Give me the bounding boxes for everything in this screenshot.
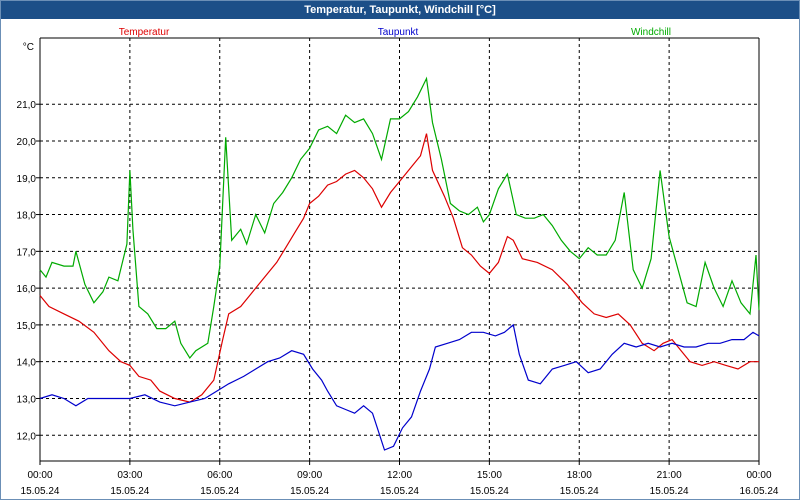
x-tick-time: 06:00 xyxy=(207,470,232,481)
y-tick-label: 21,0 xyxy=(17,100,37,111)
x-tick-time: 09:00 xyxy=(297,470,322,481)
x-tick-time: 00:00 xyxy=(27,470,52,481)
x-tick-time: 21:00 xyxy=(657,470,682,481)
y-tick-label: 15,0 xyxy=(17,321,37,332)
x-tick-date: 15.05.24 xyxy=(560,486,599,497)
axes-layer: 21,0 20,0 19,0 18,0 17,0 16,0 15,0 14,0 13,0 12,0… xyxy=(17,37,779,497)
series-line-taupunkt xyxy=(39,323,760,451)
y-tick-label: 19,0 xyxy=(17,174,37,185)
legend-windchill: Windchill xyxy=(631,27,671,38)
x-tick-time: 03:00 xyxy=(117,470,142,481)
x-tick-date: 15.05.24 xyxy=(290,486,329,497)
x-tick-date: 15.05.24 xyxy=(200,486,239,497)
series-layer xyxy=(39,76,760,451)
x-tick-date: 15.05.24 xyxy=(470,486,509,497)
y-tick-label: 17,0 xyxy=(17,247,37,258)
y-axis-unit: °C xyxy=(23,42,34,53)
grid-layer xyxy=(40,38,759,461)
legend-temperatur: Temperatur xyxy=(119,27,170,38)
series-line-temperatur xyxy=(39,133,759,403)
x-tick-date: 15.05.24 xyxy=(110,486,149,497)
x-tick-time: 12:00 xyxy=(387,470,412,481)
x-tick-time: 00:00 xyxy=(746,470,771,481)
x-tick-date: 16.05.24 xyxy=(740,486,779,497)
x-tick-time: 15:00 xyxy=(477,470,502,481)
legend-taupunkt: Taupunkt xyxy=(378,27,419,38)
series-line-windchill xyxy=(39,76,760,360)
window-title: Temperatur, Taupunkt, Windchill [°C] xyxy=(1,1,799,19)
x-tick-date: 15.05.24 xyxy=(380,486,419,497)
x-tick-date: 15.05.24 xyxy=(21,486,60,497)
y-tick-label: 14,0 xyxy=(17,358,37,369)
y-tick-label: 18,0 xyxy=(17,211,37,222)
x-tick-time: 18:00 xyxy=(567,470,592,481)
legend-layer: Temperatur Taupunkt Windchill xyxy=(119,27,671,38)
y-tick-label: 12,0 xyxy=(17,431,37,442)
y-tick-label: 16,0 xyxy=(17,284,37,295)
y-tick-label: 13,0 xyxy=(17,394,37,405)
y-tick-label: 20,0 xyxy=(17,137,37,148)
x-tick-date: 15.05.24 xyxy=(650,486,689,497)
